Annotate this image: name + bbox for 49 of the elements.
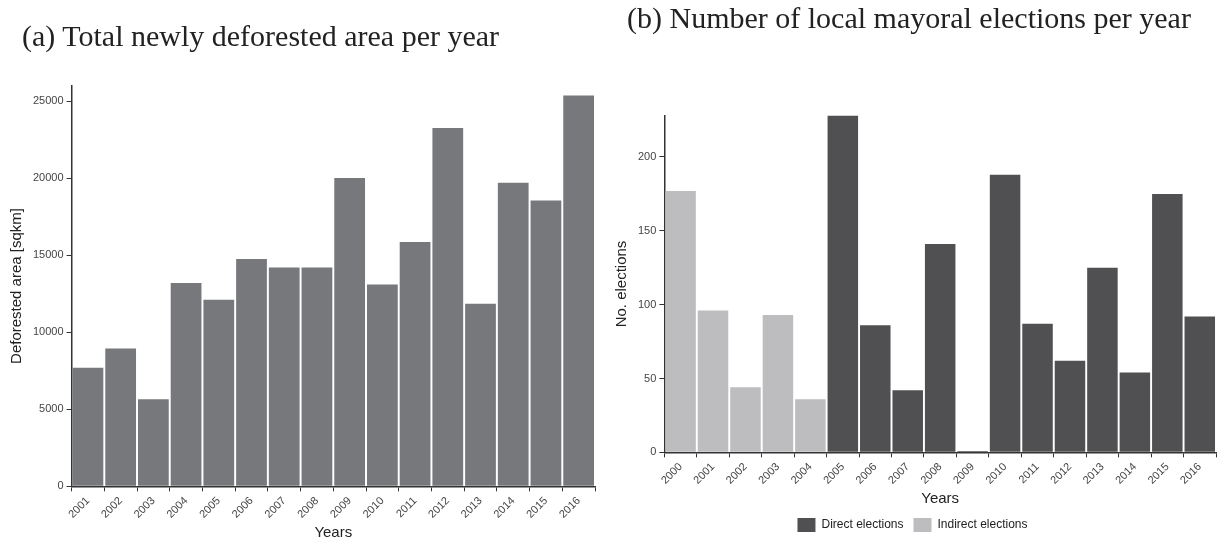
bar xyxy=(366,284,398,486)
bar xyxy=(1119,372,1151,452)
y-tick-label: 10000 xyxy=(32,325,64,338)
bar xyxy=(530,200,562,486)
chart-title: (a) Total newly deforested area per year xyxy=(21,18,501,54)
bar xyxy=(334,178,366,486)
bar xyxy=(1087,267,1118,452)
y-tick-label: 100 xyxy=(637,297,657,310)
bar xyxy=(1184,316,1216,452)
y-tick-label: 0 xyxy=(650,445,657,458)
y-axis-title: Deforested area [sqkm] xyxy=(7,208,25,364)
bar xyxy=(497,182,529,486)
bar xyxy=(268,267,300,486)
bar xyxy=(170,282,202,486)
bar xyxy=(105,348,137,486)
bar xyxy=(989,174,1021,452)
y-tick-label: 150 xyxy=(637,223,657,236)
bar xyxy=(924,244,956,452)
bar xyxy=(1022,323,1053,452)
bar xyxy=(1054,360,1086,452)
bar xyxy=(665,190,696,452)
y-tick-label: 50 xyxy=(644,371,657,384)
y-tick-label: 0 xyxy=(57,479,64,492)
y-tick-label: 5000 xyxy=(39,402,64,415)
bar xyxy=(301,267,333,486)
bar xyxy=(72,367,104,486)
bar xyxy=(762,315,794,452)
x-axis-title: Years xyxy=(314,523,353,541)
legend-label: Indirect elections xyxy=(937,517,1028,532)
bar xyxy=(1152,193,1183,452)
y-tick-label: 25000 xyxy=(32,94,64,107)
bar xyxy=(236,259,267,486)
y-tick-label: 20000 xyxy=(32,171,64,184)
bar xyxy=(203,299,235,486)
y-tick-label: 15000 xyxy=(32,248,64,261)
chart-title: (b) Number of local mayoral elections per year xyxy=(626,0,1192,36)
legend-label: Direct elections xyxy=(821,517,904,532)
bar xyxy=(138,399,169,486)
bar xyxy=(827,115,859,452)
bar xyxy=(465,303,496,486)
x-axis-title: Years xyxy=(921,489,960,507)
bar xyxy=(563,95,595,486)
bar xyxy=(432,127,464,486)
y-axis-title: No. elections xyxy=(612,240,630,328)
y-tick-label: 200 xyxy=(637,149,657,162)
bar xyxy=(697,310,729,452)
bar xyxy=(795,399,826,452)
bar xyxy=(399,242,431,486)
bar xyxy=(730,387,761,452)
